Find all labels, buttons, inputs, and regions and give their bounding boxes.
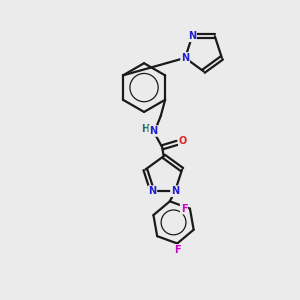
Text: N: N xyxy=(148,186,156,196)
Text: F: F xyxy=(174,245,181,255)
Text: O: O xyxy=(179,136,187,146)
Text: H: H xyxy=(141,124,149,134)
Text: N: N xyxy=(181,53,189,63)
Text: N: N xyxy=(149,126,157,136)
Text: F: F xyxy=(181,204,187,214)
Text: N: N xyxy=(188,31,196,41)
Text: N: N xyxy=(171,186,179,196)
